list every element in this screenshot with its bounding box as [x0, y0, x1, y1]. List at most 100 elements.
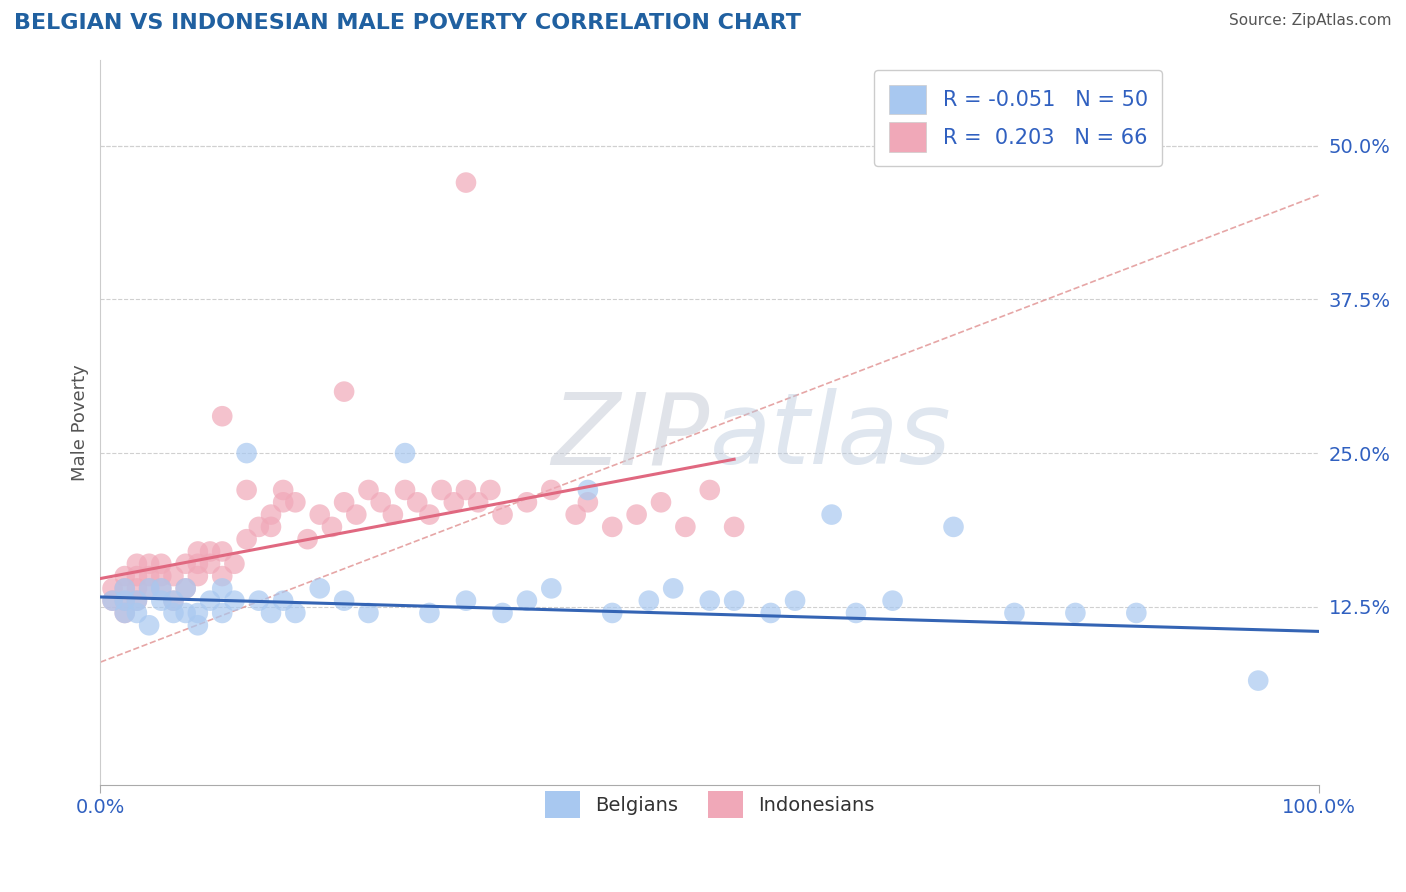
Point: [723, 520, 745, 534]
Point: [187, 569, 209, 583]
Point: [198, 544, 221, 558]
Point: [600, 520, 623, 534]
Point: [101, 593, 124, 607]
Point: [540, 483, 562, 497]
Point: [150, 582, 173, 596]
Point: [150, 569, 173, 583]
Point: [271, 483, 294, 497]
Point: [138, 557, 160, 571]
Point: [211, 569, 233, 583]
Point: [321, 520, 343, 534]
Point: [540, 582, 562, 596]
Point: [138, 569, 160, 583]
Point: [699, 593, 721, 607]
Point: [576, 495, 599, 509]
Point: [1125, 606, 1147, 620]
Point: [138, 582, 160, 596]
Point: [454, 176, 477, 190]
Point: [491, 508, 513, 522]
Point: [114, 582, 136, 596]
Point: [284, 606, 307, 620]
Point: [333, 495, 356, 509]
Point: [247, 593, 270, 607]
Point: [394, 483, 416, 497]
Point: [344, 508, 367, 522]
Point: [662, 582, 685, 596]
Point: [271, 495, 294, 509]
Point: [381, 508, 404, 522]
Point: [150, 593, 173, 607]
Point: [187, 618, 209, 632]
Point: [211, 544, 233, 558]
Point: [564, 508, 586, 522]
Point: [454, 483, 477, 497]
Point: [150, 582, 173, 596]
Point: [637, 593, 659, 607]
Point: [820, 508, 842, 522]
Point: [125, 582, 148, 596]
Point: [783, 593, 806, 607]
Point: [333, 593, 356, 607]
Point: [357, 483, 380, 497]
Point: [224, 557, 246, 571]
Point: [626, 508, 648, 522]
Point: [125, 557, 148, 571]
Point: [211, 606, 233, 620]
Text: atlas: atlas: [710, 388, 952, 485]
Point: [125, 606, 148, 620]
Point: [125, 593, 148, 607]
Point: [308, 508, 330, 522]
Point: [260, 508, 283, 522]
Point: [479, 483, 502, 497]
Point: [162, 593, 184, 607]
Point: [174, 582, 197, 596]
Point: [114, 606, 136, 620]
Point: [198, 557, 221, 571]
Point: [882, 593, 904, 607]
Point: [1064, 606, 1087, 620]
Point: [454, 593, 477, 607]
Point: [942, 520, 965, 534]
Point: [114, 569, 136, 583]
Point: [370, 495, 392, 509]
Point: [235, 446, 257, 460]
Point: [600, 606, 623, 620]
Point: [235, 483, 257, 497]
Point: [845, 606, 868, 620]
Point: [114, 606, 136, 620]
Point: [430, 483, 453, 497]
Point: [650, 495, 672, 509]
Point: [576, 483, 599, 497]
Text: BELGIAN VS INDONESIAN MALE POVERTY CORRELATION CHART: BELGIAN VS INDONESIAN MALE POVERTY CORRE…: [14, 13, 801, 33]
Point: [1004, 606, 1026, 620]
Point: [759, 606, 782, 620]
Point: [125, 593, 148, 607]
Point: [138, 618, 160, 632]
Text: ZIP: ZIP: [551, 388, 710, 485]
Point: [162, 606, 184, 620]
Point: [516, 593, 538, 607]
Point: [211, 409, 233, 424]
Legend: Belgians, Indonesians: Belgians, Indonesians: [537, 783, 883, 826]
Point: [198, 593, 221, 607]
Point: [174, 557, 197, 571]
Point: [284, 495, 307, 509]
Point: [491, 606, 513, 620]
Point: [394, 446, 416, 460]
Point: [211, 582, 233, 596]
Point: [114, 593, 136, 607]
Point: [1247, 673, 1270, 688]
Point: [260, 520, 283, 534]
Point: [187, 557, 209, 571]
Point: [418, 606, 440, 620]
Point: [101, 582, 124, 596]
Point: [443, 495, 465, 509]
Point: [357, 606, 380, 620]
Text: Source: ZipAtlas.com: Source: ZipAtlas.com: [1229, 13, 1392, 29]
Point: [406, 495, 429, 509]
Point: [247, 520, 270, 534]
Point: [125, 569, 148, 583]
Point: [516, 495, 538, 509]
Point: [271, 593, 294, 607]
Point: [224, 593, 246, 607]
